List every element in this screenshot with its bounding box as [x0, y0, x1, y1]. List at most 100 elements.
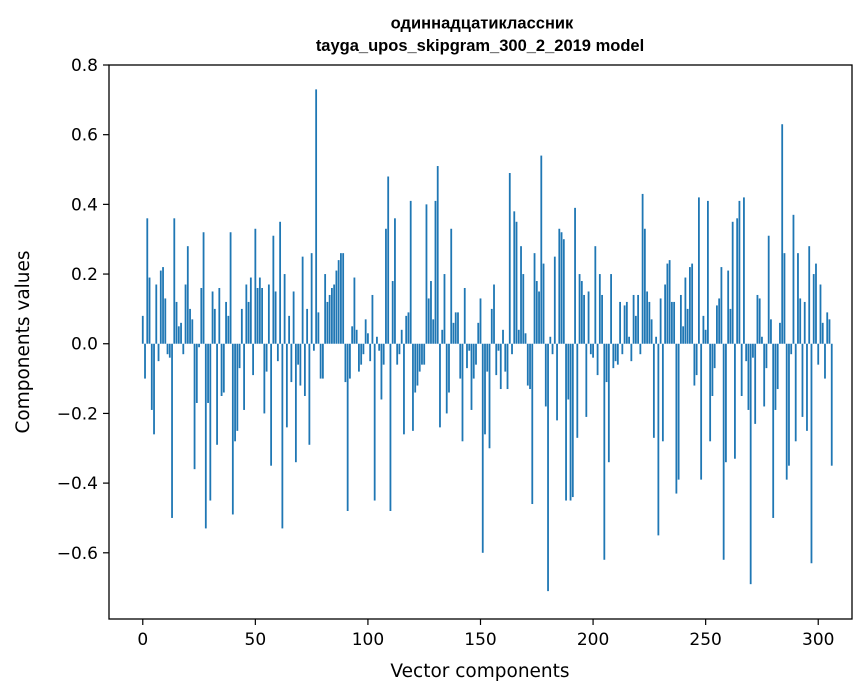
- x-tick-label: 200: [577, 630, 609, 650]
- bar-141: [459, 343, 462, 379]
- bar-120: [412, 343, 414, 431]
- bar-107: [382, 343, 385, 365]
- bar-96: [358, 343, 360, 372]
- bar-215: [625, 301, 628, 344]
- bar-10: [164, 298, 167, 344]
- bar-6: [155, 284, 158, 344]
- bar-191: [571, 343, 574, 498]
- bar-9: [162, 267, 164, 344]
- bar-129: [432, 319, 435, 344]
- bar-18: [182, 343, 185, 355]
- y-tick-label: 0.4: [71, 195, 98, 215]
- bar-156: [493, 284, 495, 344]
- bar-153: [486, 343, 489, 372]
- bar-82: [326, 301, 329, 344]
- bar-169: [522, 274, 525, 344]
- bar-222: [641, 193, 644, 344]
- bar-274: [758, 298, 761, 344]
- bar-176: [538, 291, 540, 344]
- bar-44: [240, 308, 243, 344]
- bar-285: [783, 253, 786, 344]
- bar-84: [331, 287, 333, 344]
- bar-179: [544, 343, 547, 407]
- bar-170: [524, 333, 527, 344]
- bar-8: [159, 270, 162, 344]
- bar-157: [495, 343, 498, 376]
- bar-271: [752, 343, 754, 358]
- bar-95: [355, 329, 358, 344]
- bar-121: [414, 343, 417, 393]
- bar-247: [698, 197, 700, 344]
- bar-59: [274, 291, 277, 344]
- bar-165: [513, 211, 516, 344]
- bar-147: [472, 343, 475, 379]
- bar-58: [272, 235, 275, 344]
- bar-269: [747, 343, 750, 410]
- bar-2: [146, 218, 149, 344]
- bar-275: [761, 336, 763, 344]
- bar-55: [265, 343, 268, 372]
- bar-214: [623, 305, 626, 344]
- x-tick-label: 0: [137, 630, 148, 650]
- bar-80: [321, 343, 324, 379]
- bar-306: [830, 343, 833, 466]
- bar-262: [731, 221, 734, 344]
- bar-246: [695, 343, 698, 376]
- bar-27: [202, 232, 205, 344]
- y-tick-label: 0.2: [71, 265, 98, 285]
- bar-1: [144, 343, 146, 379]
- bar-226: [650, 319, 653, 344]
- chart-title: одиннадцатиклассник: [391, 15, 574, 33]
- bar-79: [319, 343, 322, 379]
- bar-67: [292, 291, 295, 344]
- bar-87: [337, 260, 340, 344]
- bar-184: [556, 343, 558, 421]
- bar-254: [713, 343, 716, 369]
- bar-305: [828, 319, 831, 344]
- bar-31: [211, 291, 214, 344]
- bar-150: [479, 298, 482, 344]
- bar-249: [702, 315, 705, 344]
- bar-289: [792, 214, 795, 344]
- bar-220: [637, 294, 640, 344]
- bar-233: [666, 263, 669, 344]
- bar-187: [562, 239, 565, 344]
- bar-152: [484, 343, 486, 435]
- bar-73: [306, 308, 309, 344]
- bar-238: [677, 343, 680, 480]
- bar-224: [646, 291, 649, 344]
- bar-216: [628, 336, 630, 344]
- bar-159: [499, 343, 502, 390]
- bar-257: [720, 267, 723, 344]
- bar-209: [612, 343, 615, 369]
- bar-174: [533, 253, 536, 344]
- bar-45: [243, 343, 245, 410]
- y-tick-label: 0.6: [71, 126, 98, 146]
- bar-297: [810, 343, 813, 564]
- bar-61: [279, 221, 282, 344]
- bar-194: [578, 274, 581, 344]
- bar-180: [547, 343, 549, 592]
- bar-186: [560, 232, 563, 344]
- bar-56: [267, 284, 270, 344]
- bar-144: [466, 343, 468, 369]
- bar-4: [150, 343, 153, 410]
- bar-98: [362, 343, 365, 355]
- bar-14: [173, 218, 176, 344]
- bar-210: [614, 343, 617, 362]
- bar-293: [801, 343, 804, 417]
- bar-122: [416, 343, 419, 386]
- bar-78: [317, 312, 320, 344]
- bar-290: [794, 343, 797, 442]
- bar-138: [452, 322, 455, 344]
- bar-192: [574, 207, 576, 344]
- bar-146: [470, 343, 473, 410]
- bar-102: [371, 294, 374, 344]
- bar-25: [198, 343, 200, 348]
- bar-43: [238, 343, 241, 369]
- x-tick-label: 250: [689, 630, 721, 650]
- bar-198: [587, 291, 590, 344]
- bar-39: [229, 232, 232, 344]
- bar-244: [691, 263, 694, 344]
